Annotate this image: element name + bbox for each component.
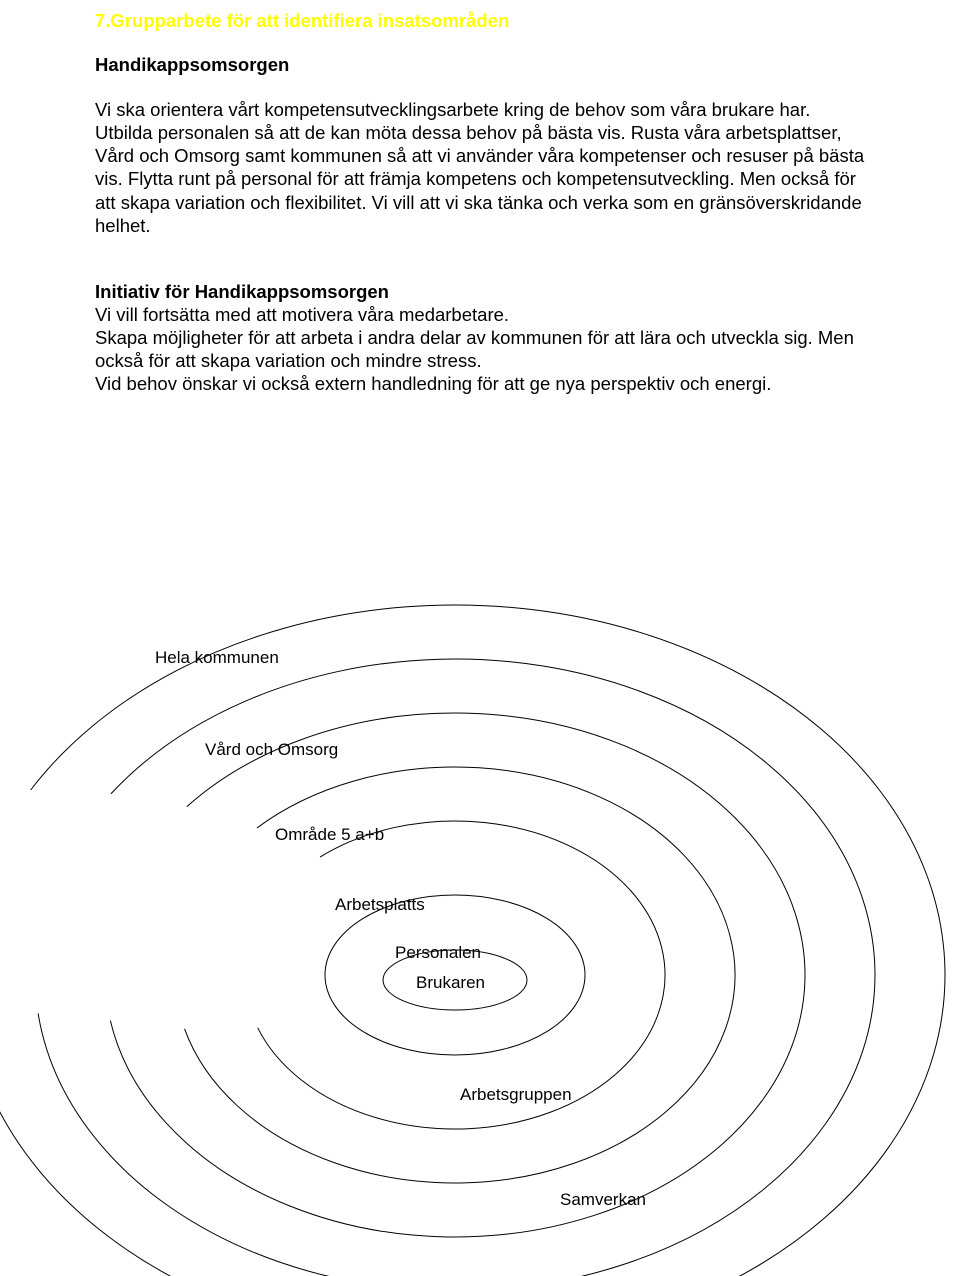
diagram-label: Brukaren [416,973,485,992]
concentric-diagram: Hela kommunen Vård och Omsorg Område 5 a+b… [0,520,960,1276]
diagram-label: Vård och Omsorg [205,740,338,759]
diagram-label: Område 5 a+b [275,825,384,844]
diagram-label: Arbetsplatts [335,895,425,914]
spiral-arc [0,605,945,1276]
diagram-label: Arbetsgruppen [460,1085,572,1104]
diagram-label: Personalen [395,943,481,962]
subheading: Handikappsomsorgen [95,54,870,76]
initiative-heading: Initiativ för Handikappsomsorgen [95,281,870,303]
page: 7.Grupparbete för att identifiera insats… [0,0,960,1276]
diagram-label: Hela kommunen [155,648,279,667]
diagram-label: Samverkan [560,1190,646,1209]
body-paragraph: Vi ska orientera vårt kompetensutvecklin… [95,98,870,237]
section-title: 7.Grupparbete för att identifiera insats… [95,10,870,32]
initiative-body: Vi vill fortsätta med att motivera våra … [95,303,870,396]
